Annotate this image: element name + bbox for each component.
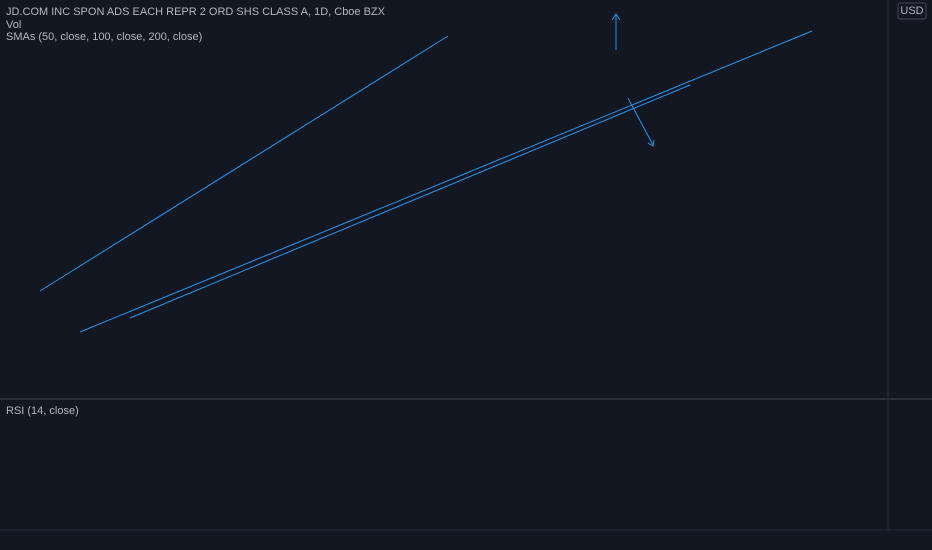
rsi-legend: RSI (14, close) — [6, 405, 79, 417]
arrow-head — [611, 13, 621, 21]
currency-label[interactable]: USD — [900, 5, 923, 17]
volume-legend: Vol — [6, 19, 21, 31]
currency-button[interactable] — [897, 2, 927, 20]
symbol-title: JD.COM INC SPON ADS EACH REPR 2 ORD SHS … — [6, 6, 386, 18]
trend-line — [129, 84, 691, 319]
trend-line — [39, 35, 449, 292]
arrow-head — [647, 139, 655, 147]
drawings — [39, 13, 813, 333]
sma-legend: SMAs (50, close, 100, close, 200, close) — [6, 31, 202, 43]
trend-line — [79, 30, 813, 333]
arrow — [627, 97, 654, 146]
